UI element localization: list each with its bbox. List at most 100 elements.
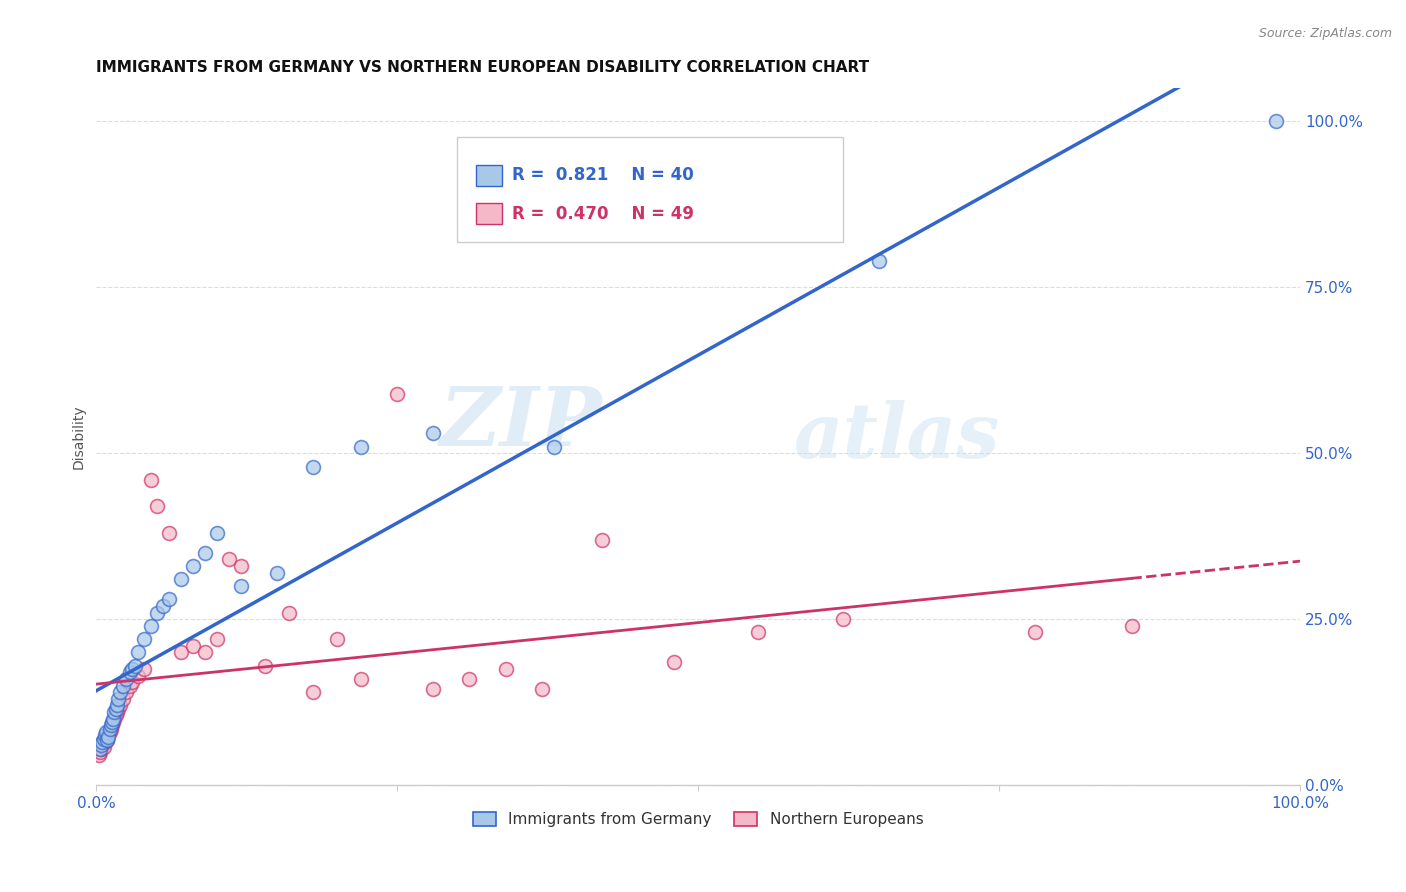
Point xyxy=(1024,625,1046,640)
Point xyxy=(591,533,613,547)
Point xyxy=(157,592,180,607)
Point xyxy=(831,612,853,626)
Point xyxy=(93,731,115,746)
Point xyxy=(101,718,124,732)
Point xyxy=(121,675,143,690)
Text: atlas: atlas xyxy=(794,400,1001,474)
Point xyxy=(110,685,132,699)
Point xyxy=(350,672,373,686)
Point xyxy=(139,473,162,487)
Point xyxy=(326,632,349,646)
Point xyxy=(121,662,143,676)
Point xyxy=(103,714,125,729)
Point xyxy=(194,645,217,659)
Point xyxy=(94,735,117,749)
Text: R =  0.821    N = 40: R = 0.821 N = 40 xyxy=(512,167,693,185)
Point xyxy=(350,440,373,454)
Point xyxy=(218,552,240,566)
Point xyxy=(97,728,120,742)
Point xyxy=(96,733,118,747)
Text: ZIP: ZIP xyxy=(439,383,602,463)
Point xyxy=(91,739,114,753)
Point xyxy=(145,606,167,620)
Point xyxy=(868,253,890,268)
Point xyxy=(100,718,122,732)
Point xyxy=(229,579,252,593)
Point xyxy=(266,566,288,580)
Point xyxy=(1265,114,1288,128)
Point xyxy=(169,645,191,659)
Point xyxy=(107,691,129,706)
Point xyxy=(103,705,125,719)
Point xyxy=(87,748,110,763)
Point xyxy=(145,500,167,514)
Point xyxy=(543,440,565,454)
Point xyxy=(103,712,125,726)
Point xyxy=(107,702,129,716)
Point xyxy=(229,559,252,574)
Point xyxy=(662,656,685,670)
Point xyxy=(111,691,134,706)
Point xyxy=(387,386,409,401)
Point xyxy=(94,725,117,739)
Point xyxy=(1121,619,1143,633)
Bar xyxy=(457,137,842,242)
Point xyxy=(152,599,174,613)
Point xyxy=(98,722,121,736)
Point xyxy=(96,733,118,747)
Point xyxy=(90,741,112,756)
Point xyxy=(100,722,122,736)
Point xyxy=(104,702,127,716)
Point xyxy=(89,741,111,756)
Text: IMMIGRANTS FROM GERMANY VS NORTHERN EUROPEAN DISABILITY CORRELATION CHART: IMMIGRANTS FROM GERMANY VS NORTHERN EURO… xyxy=(97,60,869,75)
Legend: Immigrants from Germany, Northern Europeans: Immigrants from Germany, Northern Europe… xyxy=(467,805,929,833)
Point xyxy=(118,665,141,680)
Point xyxy=(118,679,141,693)
Point xyxy=(115,672,138,686)
Point xyxy=(181,559,204,574)
Point xyxy=(110,698,132,713)
Point xyxy=(103,712,125,726)
Point xyxy=(458,672,481,686)
Point xyxy=(139,619,162,633)
Point xyxy=(90,739,112,753)
Point xyxy=(101,714,124,729)
Point xyxy=(104,708,127,723)
Point xyxy=(134,662,156,676)
Point xyxy=(94,728,117,742)
Point xyxy=(157,525,180,540)
Point xyxy=(105,698,128,713)
Point xyxy=(134,632,156,646)
Point xyxy=(89,745,111,759)
Point xyxy=(93,739,115,754)
Point xyxy=(124,658,146,673)
Y-axis label: Disability: Disability xyxy=(72,404,86,469)
Bar xyxy=(475,203,502,224)
Point xyxy=(302,459,325,474)
Point xyxy=(91,735,114,749)
Point xyxy=(422,681,444,696)
Point xyxy=(127,668,149,682)
Point xyxy=(747,625,769,640)
Point xyxy=(422,426,444,441)
Point xyxy=(181,639,204,653)
Point xyxy=(205,632,228,646)
Point xyxy=(115,685,138,699)
Point xyxy=(105,705,128,719)
Point xyxy=(111,679,134,693)
Bar xyxy=(475,165,502,186)
Point xyxy=(253,658,276,673)
Point xyxy=(278,606,301,620)
Point xyxy=(127,645,149,659)
Text: Source: ZipAtlas.com: Source: ZipAtlas.com xyxy=(1258,27,1392,40)
Text: R =  0.470    N = 49: R = 0.470 N = 49 xyxy=(512,204,693,223)
Point xyxy=(169,573,191,587)
Point xyxy=(495,662,517,676)
Point xyxy=(530,681,553,696)
Point xyxy=(194,546,217,560)
Point xyxy=(97,731,120,745)
Point xyxy=(205,525,228,540)
Point xyxy=(94,731,117,746)
Point xyxy=(302,685,325,699)
Point xyxy=(98,725,121,739)
